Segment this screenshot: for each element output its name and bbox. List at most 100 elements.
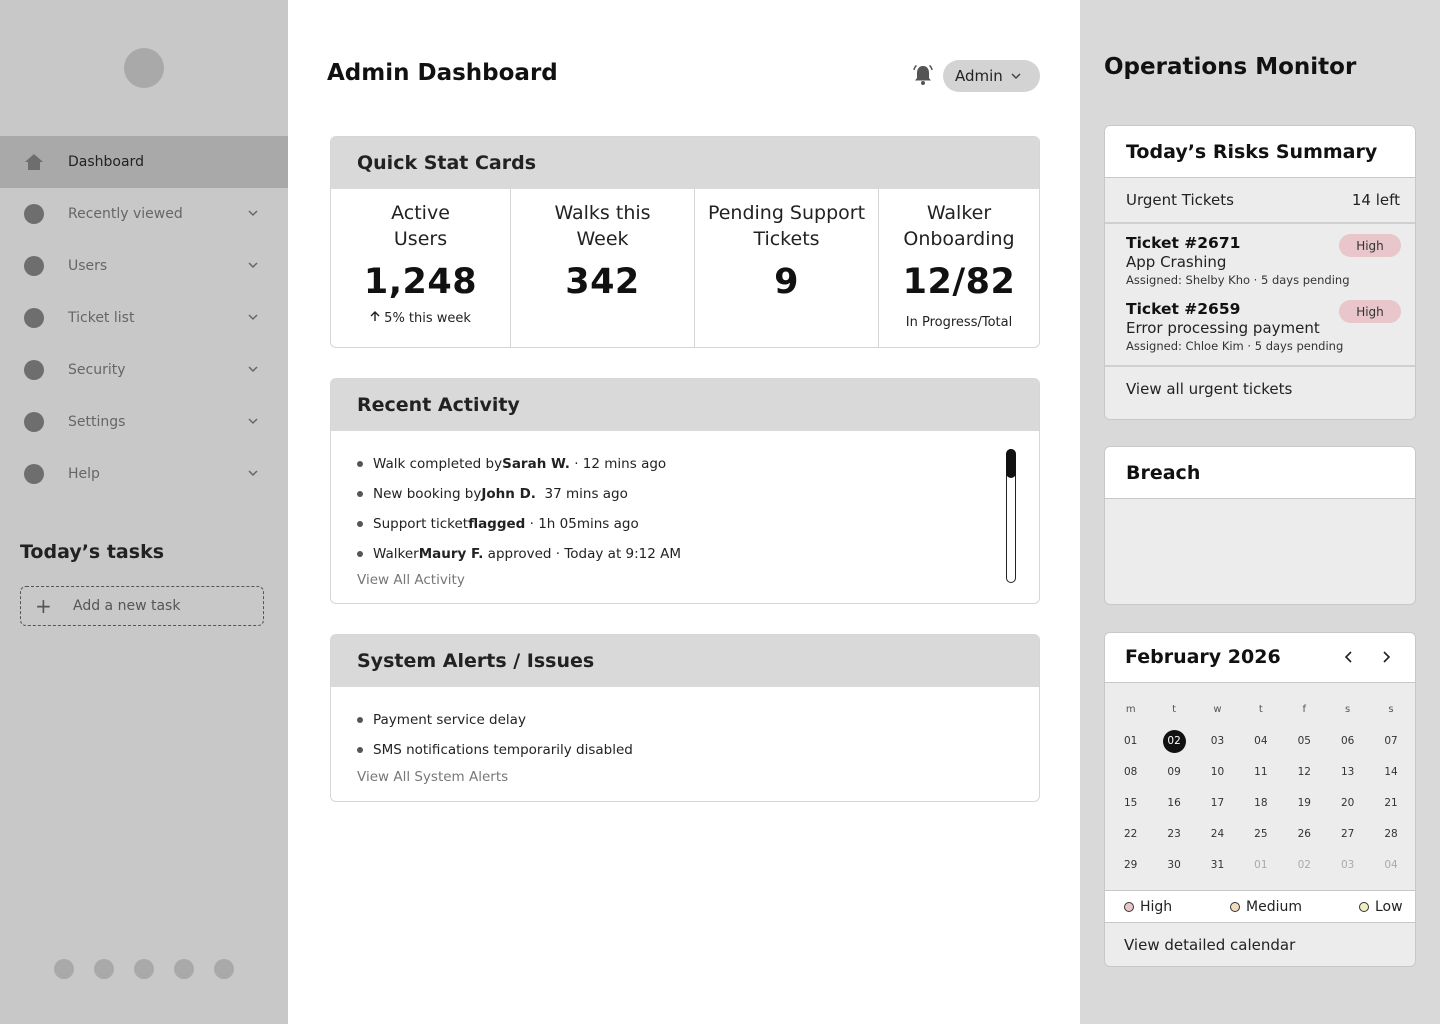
calendar-day[interactable]: 27	[1340, 828, 1355, 840]
calendar-day[interactable]: 29	[1124, 859, 1138, 871]
calendar-day[interactable]: 07	[1384, 735, 1398, 747]
calendar-day[interactable]: 15	[1124, 797, 1138, 809]
activity-time: · 1h 05mins ago	[525, 516, 639, 532]
pager-dot[interactable]	[134, 959, 154, 979]
sidebar-item-label: Security	[68, 362, 126, 378]
calendar-day[interactable]: 13	[1340, 766, 1355, 778]
arrow-up-icon	[370, 311, 380, 321]
recent-activity-panel: Recent Activity Walk completed by Sarah …	[330, 378, 1040, 604]
ticket-item[interactable]: Ticket #2659 Error processing payment As…	[1105, 290, 1415, 356]
chevron-right-icon[interactable]	[1378, 649, 1394, 665]
view-all-urgent-link[interactable]: View all urgent tickets	[1105, 365, 1415, 411]
sidebar-item-label: Users	[68, 258, 108, 274]
ticket-meta: Assigned: Shelby Kho · 5 days pending	[1126, 273, 1350, 287]
legend-item: Medium	[1230, 899, 1302, 915]
sidebar-item-users[interactable]: Users	[0, 240, 288, 292]
sidebar-item-ticket-list[interactable]: Ticket list	[0, 292, 288, 344]
chevron-down-icon	[248, 418, 258, 425]
list-item: SMS notifications temporarily disabled	[357, 735, 1039, 765]
calendar-day[interactable]: 24	[1210, 828, 1225, 840]
ticket-meta: Assigned: Chloe Kim · 5 days pending	[1126, 339, 1344, 353]
sidebar-item-help[interactable]: Help	[0, 448, 288, 500]
calendar-day[interactable]: 03	[1210, 735, 1225, 747]
calendar-day[interactable]: 04	[1384, 859, 1398, 871]
sidebar-item-recently-viewed[interactable]: Recently viewed	[0, 188, 288, 240]
operations-monitor-panel: Operations Monitor Today’s Risks Summary…	[1080, 0, 1440, 1024]
ticket-desc: Error processing payment	[1126, 319, 1320, 337]
circle-icon	[24, 464, 44, 484]
calendar-day[interactable]: 21	[1384, 797, 1398, 809]
calendar-day[interactable]: 12	[1297, 766, 1311, 778]
calendar-day[interactable]: 26	[1297, 828, 1311, 840]
sidebar-item-security[interactable]: Security	[0, 344, 288, 396]
activity-list: Walk completed by Sarah W. · 12 mins ago…	[331, 431, 1039, 588]
stat-label: Walks this Week	[554, 202, 651, 250]
calendar-day[interactable]: 30	[1167, 859, 1181, 871]
calendar-day[interactable]: 03	[1340, 859, 1355, 871]
pager-dot[interactable]	[54, 959, 74, 979]
bullet-icon	[357, 461, 363, 467]
calendar-weekday: t	[1172, 704, 1177, 715]
calendar-day[interactable]: 08	[1124, 766, 1138, 778]
alerts-list: Payment service delay SMS notifications …	[331, 687, 1039, 785]
activity-scrollbar[interactable]	[1006, 449, 1016, 583]
calendar-day[interactable]: 11	[1254, 766, 1268, 778]
scrollbar-thumb[interactable]	[1006, 449, 1016, 478]
legend-low-icon	[1359, 901, 1369, 912]
activity-bold: Maury F.	[418, 546, 484, 562]
activity-text: Support ticket	[373, 516, 469, 532]
calendar-day[interactable]: 25	[1254, 828, 1268, 840]
calendar-day[interactable]: 02	[1152, 730, 1195, 761]
calendar-day[interactable]: 09	[1167, 766, 1181, 778]
legend-item: High	[1124, 899, 1172, 915]
calendar-day[interactable]: 01	[1124, 735, 1138, 747]
pager-dot[interactable]	[214, 959, 234, 979]
view-calendar-link[interactable]: View detailed calendar	[1124, 936, 1296, 954]
chevron-down-icon	[248, 470, 258, 477]
pager-dot[interactable]	[174, 959, 194, 979]
pager-dot[interactable]	[94, 959, 114, 979]
calendar-day[interactable]: 10	[1210, 766, 1225, 778]
chevron-left-icon[interactable]	[1341, 649, 1357, 665]
sidebar-item-dashboard[interactable]: Dashboard	[0, 136, 288, 188]
calendar-day[interactable]: 28	[1384, 828, 1398, 840]
activity-bold: John D.	[481, 486, 536, 502]
breach-title: Breach	[1105, 447, 1415, 499]
calendar-day[interactable]: 02	[1297, 859, 1311, 871]
calendar-day[interactable]: 22	[1124, 828, 1138, 840]
admin-dropdown[interactable]: Admin	[943, 60, 1040, 92]
avatar[interactable]	[124, 48, 164, 88]
calendar-day[interactable]: 01	[1254, 859, 1268, 871]
calendar-day[interactable]: 20	[1340, 797, 1355, 809]
sidebar-nav: Dashboard Recently viewed Users Ticket l…	[0, 136, 288, 500]
calendar-day[interactable]: 19	[1297, 797, 1311, 809]
stat-value: 1,248	[363, 262, 478, 302]
calendar-day[interactable]: 04	[1254, 735, 1268, 747]
calendar-day[interactable]: 31	[1210, 859, 1225, 871]
admin-label: Admin	[955, 67, 1003, 85]
activity-text: Walker	[373, 546, 419, 562]
calendar-day[interactable]: 17	[1210, 797, 1225, 809]
chevron-down-icon	[1011, 73, 1021, 80]
ticket-item[interactable]: Ticket #2671 App Crashing Assigned: Shel…	[1105, 224, 1415, 290]
urgent-tickets-row[interactable]: Urgent Tickets 14 left	[1105, 178, 1415, 224]
calendar-day[interactable]: 18	[1254, 797, 1268, 809]
urgent-tickets-count: 14 left	[1351, 191, 1400, 209]
ticket-desc: App Crashing	[1126, 253, 1227, 271]
calendar-weekday: s	[1388, 704, 1394, 715]
stat-label: Active Users	[391, 202, 450, 250]
calendar-day[interactable]: 14	[1384, 766, 1398, 778]
calendar-day[interactable]: 05	[1297, 735, 1311, 747]
breach-card: Breach	[1104, 446, 1416, 605]
chevron-down-icon	[248, 262, 258, 269]
view-all-alerts-link[interactable]: View All System Alerts	[357, 769, 509, 785]
view-all-activity-link[interactable]: View All Activity	[357, 572, 465, 588]
calendar-day[interactable]: 06	[1340, 735, 1355, 747]
bell-icon[interactable]	[911, 63, 935, 87]
sidebar-item-settings[interactable]: Settings	[0, 396, 288, 448]
operations-monitor-title: Operations Monitor	[1104, 54, 1357, 80]
calendar-day[interactable]: 16	[1167, 797, 1181, 809]
activity-time: 37 mins ago	[535, 486, 628, 502]
add-task-button[interactable]: + Add a new task	[20, 586, 264, 626]
calendar-day[interactable]: 23	[1167, 828, 1181, 840]
